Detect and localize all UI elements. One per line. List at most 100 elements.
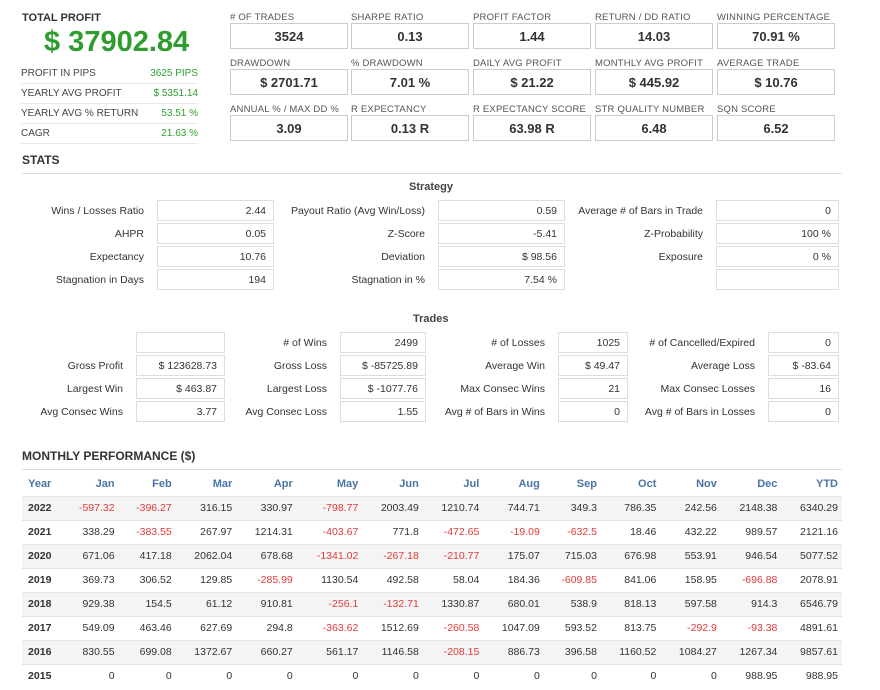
metric-value: $ 10.76 (717, 69, 835, 95)
metric-label: SHARPE RATIO (351, 12, 424, 23)
column-header: Sep (576, 477, 597, 490)
summary-value: $ 5351.14 (153, 88, 199, 99)
value-cell: 0 (660, 663, 721, 688)
year-cell: 2017 (22, 615, 62, 640)
value-cell: 929.38 (61, 591, 119, 616)
metric-value: 6.48 (595, 115, 713, 141)
value-cell: -597.32 (61, 495, 119, 520)
strategy-heading: Strategy (409, 181, 454, 193)
value-cell: 0 (362, 663, 423, 688)
metric-label: R EXPECTANCY (351, 104, 427, 115)
year-cell: 2018 (22, 591, 62, 616)
trade-stat-value: 1025 (558, 332, 628, 353)
summary-row: YEARLY AVG PROFIT $ 5351.14 (21, 84, 198, 104)
value-cell: 1214.31 (236, 519, 297, 544)
stat-value: -5.41 (438, 223, 565, 244)
stat-label: Payout Ratio (Avg Win/Loss) (290, 205, 425, 217)
metric-label: STR QUALITY NUMBER (595, 104, 705, 115)
stat-label: Exposure (658, 251, 703, 263)
trade-stat-value: 0 (768, 332, 839, 353)
metric-label: % DRAWDOWN (351, 58, 423, 69)
value-cell: 0 (61, 663, 119, 688)
value-cell: 369.73 (61, 567, 119, 592)
value-cell: -132.71 (362, 591, 423, 616)
stat-label: Wins / Losses Ratio (51, 205, 144, 217)
value-cell: 593.52 (543, 615, 601, 640)
value-cell: 6546.79 (781, 591, 842, 616)
column-header: May (336, 477, 359, 490)
metric-label: R EXPECTANCY SCORE (473, 104, 587, 115)
summary-label: CAGR (21, 128, 50, 139)
table-row: 2017 549.09 463.46 627.69 294.8 -363.62 1512.6… (22, 615, 842, 640)
column-header: Aug (518, 477, 540, 490)
value-cell: 267.97 (175, 519, 237, 544)
trade-stat-label: Average Win (485, 360, 545, 372)
value-cell: 680.01 (483, 591, 544, 616)
value-cell: 678.68 (236, 543, 297, 568)
trade-stat-value: 0 (558, 401, 628, 422)
value-cell: 771.8 (362, 519, 423, 544)
trade-stat-value: 1.55 (340, 401, 426, 422)
table-row: 2021 338.29 -383.55 267.97 1214.31 -403.67 771… (22, 519, 842, 544)
value-cell: 4891.61 (781, 615, 842, 640)
monthly-performance-table: Year Jan Feb Mar Apr May Jun Jul Aug Sep Oct Nov Dec… (22, 472, 842, 688)
metric-value: 0.13 (351, 23, 469, 49)
column-header: Nov (696, 477, 717, 490)
value-cell: 841.06 (600, 567, 661, 592)
metric-label: # OF TRADES (230, 12, 295, 23)
value-cell: -267.18 (362, 543, 423, 568)
column-header: Apr (273, 477, 293, 490)
value-cell: -609.85 (543, 567, 601, 592)
trade-stat-value: 21 (558, 378, 628, 399)
trade-stat-value: 16 (768, 378, 839, 399)
trade-stat-value: $ -85725.89 (340, 355, 426, 376)
value-cell: -93.38 (720, 615, 782, 640)
value-cell: -285.99 (236, 567, 297, 592)
table-row: 2015 0 0 0 0 0 0 0 0 0 0 0 988.95 988.95 (22, 663, 842, 688)
metric-value: 3.09 (230, 115, 348, 141)
value-cell: 818.13 (600, 591, 661, 616)
summary-row: PROFIT IN PIPS 3625 PIPS (21, 64, 198, 84)
trade-stat-label: # of Cancelled/Expired (649, 337, 755, 349)
summary-label: PROFIT IN PIPS (21, 68, 96, 79)
column-header: Dec (757, 477, 778, 490)
value-cell: 553.91 (660, 543, 721, 568)
metric-value: $ 2701.71 (230, 69, 348, 95)
value-cell: 0 (296, 663, 363, 688)
metric-label: WINNING PERCENTAGE (717, 12, 831, 23)
value-cell: 561.17 (296, 639, 363, 664)
stat-label: AHPR (114, 228, 144, 240)
value-cell: 1160.52 (600, 639, 661, 664)
divider (22, 173, 842, 174)
stat-value: 10.76 (157, 246, 274, 267)
summary-value: 53.51 % (161, 108, 198, 119)
column-header: YTD (816, 477, 838, 490)
trade-stat-label: Gross Loss (273, 360, 327, 372)
stat-value: 194 (157, 269, 274, 290)
value-cell: 1146.58 (362, 639, 423, 664)
column-header: Oct (638, 477, 657, 490)
summary-row: CAGR 21.63 % (21, 124, 198, 144)
value-cell: 154.5 (118, 591, 176, 616)
metric-value: 3524 (230, 23, 348, 49)
column-header: Jan (95, 477, 115, 490)
value-cell: 316.15 (175, 495, 237, 520)
value-cell: 699.08 (118, 639, 176, 664)
trade-stat-value: 2499 (340, 332, 426, 353)
value-cell: -363.62 (296, 615, 363, 640)
trade-stat-value: $ 123628.73 (136, 355, 225, 376)
trade-stat-label: Gross Profit (67, 360, 123, 372)
year-cell: 2021 (22, 519, 62, 544)
summary-value: 3625 PIPS (150, 68, 198, 79)
value-cell: 910.81 (236, 591, 297, 616)
value-cell: -208.15 (422, 639, 484, 664)
value-cell: 338.29 (61, 519, 119, 544)
value-cell: 989.57 (720, 519, 782, 544)
stat-value: 0.59 (438, 200, 565, 221)
trade-stat-label: Avg # of Bars in Wins (444, 406, 545, 418)
value-cell: 1512.69 (362, 615, 423, 640)
value-cell: -696.88 (720, 567, 782, 592)
metric-value: 1.44 (473, 23, 591, 49)
value-cell: 349.3 (543, 495, 601, 520)
stat-value: 0 % (716, 246, 839, 267)
